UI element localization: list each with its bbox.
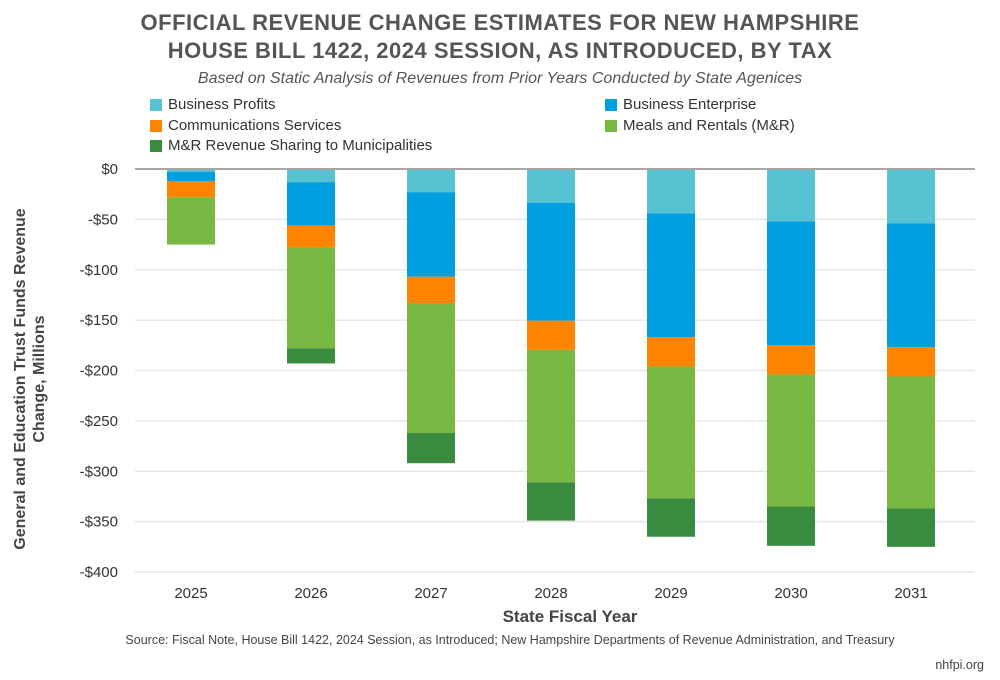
legend-item-communications: Communications Services	[150, 117, 341, 134]
brand-url: nhfpi.org	[935, 658, 984, 672]
y-tick-label: -$250	[80, 413, 118, 430]
x-tick-label: 2027	[414, 585, 447, 602]
legend-swatch	[150, 119, 162, 132]
bar-segment	[887, 169, 935, 224]
legend-item-revenue-sharing: M&R Revenue Sharing to Municipalities	[150, 137, 432, 154]
legend-swatch	[605, 98, 617, 111]
chart-title-line2: HOUSE BILL 1422, 2024 SESSION, AS INTROD…	[167, 38, 833, 63]
bar-segment	[887, 347, 935, 377]
bar-segment	[887, 508, 935, 547]
legend-label: Business Profits	[168, 96, 276, 113]
bar-segment	[287, 182, 335, 226]
x-tick-label: 2031	[894, 585, 927, 602]
y-tick-label: -$400	[80, 564, 118, 581]
x-tick-label: 2030	[774, 585, 807, 602]
legend-item-business-enterprise: Business Enterprise	[605, 96, 756, 113]
y-tick-label: -$200	[80, 363, 118, 380]
bar-segment	[647, 498, 695, 537]
y-axis-label: General and Education Trust Funds Revenu…	[12, 208, 48, 550]
bar-segment	[647, 366, 695, 499]
bar-segment	[767, 221, 815, 346]
x-tick-label: 2029	[654, 585, 687, 602]
bar-segment	[647, 337, 695, 367]
y-tick-label: $0	[101, 161, 118, 178]
x-tick-label: 2026	[294, 585, 327, 602]
legend-item-business-profits: Business Profits	[150, 96, 276, 113]
bar-segment	[407, 302, 455, 433]
bar-segment	[527, 482, 575, 521]
x-axis-label: State Fiscal Year	[502, 607, 638, 626]
legend-swatch	[605, 119, 617, 132]
y-tick-label: -$100	[80, 262, 118, 279]
legend-swatch	[150, 98, 162, 111]
x-tick-label: 2028	[534, 585, 567, 602]
bar-segment	[527, 349, 575, 483]
bar-segment	[887, 223, 935, 348]
bar-segment	[287, 247, 335, 349]
bar-segment	[527, 169, 575, 203]
y-tick-label: -$350	[80, 514, 118, 531]
bar-segment	[767, 374, 815, 507]
y-tick-label: -$300	[80, 463, 118, 480]
bar-segment	[287, 348, 335, 364]
bar-segment	[647, 213, 695, 338]
chart-title-line1: OFFICIAL REVENUE CHANGE ESTIMATES FOR NE…	[140, 10, 860, 35]
legend-label: Business Enterprise	[623, 96, 757, 113]
bar-segment	[167, 197, 215, 245]
bar-segment	[767, 169, 815, 222]
legend-swatch	[150, 139, 162, 152]
bar-segment	[407, 192, 455, 277]
bar-segment	[287, 169, 335, 183]
x-tick-label: 2025	[174, 585, 207, 602]
y-tick-label: -$50	[88, 211, 118, 228]
chart-subtitle: Based on Static Analysis of Revenues fro…	[197, 70, 803, 87]
bar-segment	[767, 345, 815, 375]
bar-segment	[167, 169, 215, 173]
legend-label: M&R Revenue Sharing to Municipalities	[168, 137, 433, 154]
source-note: Source: Fiscal Note, House Bill 1422, 20…	[125, 633, 895, 647]
legend-item-meals-rentals: Meals and Rentals (M&R)	[605, 117, 795, 134]
bar-segment	[167, 172, 215, 182]
legend-label: Communications Services	[168, 117, 342, 134]
bar-segment	[407, 432, 455, 464]
bar-segment	[647, 169, 695, 214]
bar-segment	[287, 225, 335, 248]
bar-segment	[407, 169, 455, 193]
y-tick-label: -$150	[80, 312, 118, 329]
legend-label: Meals and Rentals (M&R)	[623, 117, 795, 134]
bar-segment	[167, 181, 215, 198]
bar-segment	[887, 376, 935, 509]
bar-segment	[407, 276, 455, 303]
bar-segment	[527, 320, 575, 350]
bar-segment	[527, 202, 575, 321]
bar-segment	[767, 506, 815, 546]
